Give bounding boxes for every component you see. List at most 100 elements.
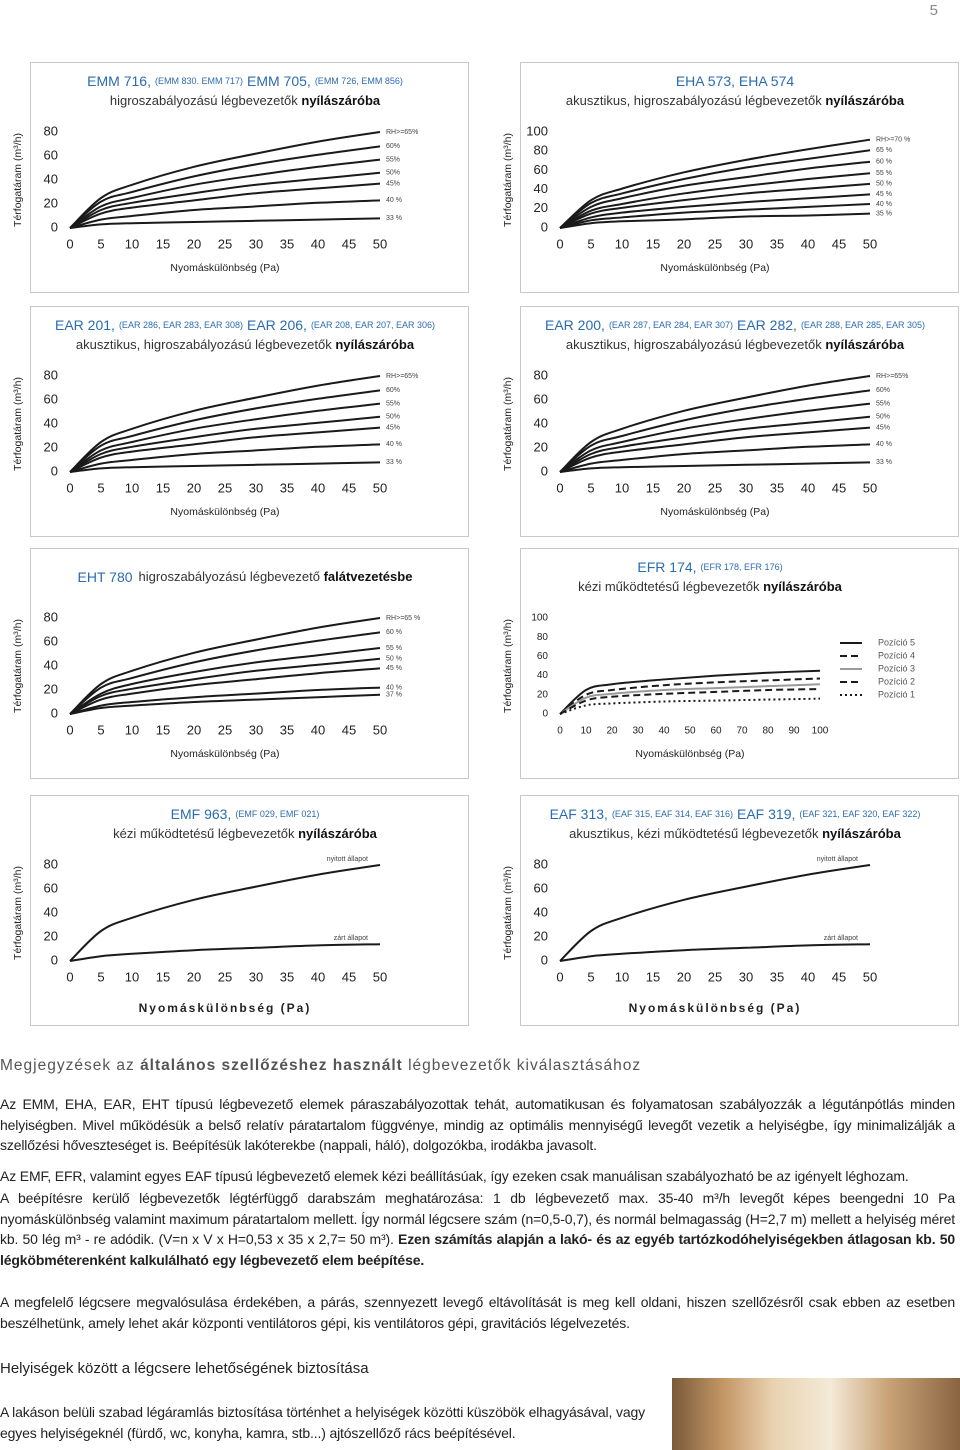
y-tick-label: 60: [44, 391, 58, 406]
y-tick-label: 40: [44, 415, 58, 430]
x-tick-label: 50: [863, 236, 877, 251]
x-tick-label: 45: [342, 969, 356, 984]
series-label: 45%: [386, 424, 400, 431]
paragraph: A beépítésre kerülő légbevezetők légtérf…: [0, 1188, 955, 1270]
photo: [672, 1378, 960, 1450]
x-tick-label: 45: [832, 236, 846, 251]
title-part: (EAF 321, EAF 320, EAF 322): [799, 809, 920, 819]
x-tick-label: 0: [556, 969, 563, 984]
series-line: [69, 864, 381, 962]
text-run: Ezen számítás alapján a lakó- és az egyé…: [0, 1231, 955, 1268]
x-tick-label: 40: [311, 480, 325, 495]
chart: EHT 780 higroszabályozású légbevezető fal…: [12, 548, 469, 779]
x-tick-label: 35: [770, 236, 784, 251]
x-axis-label: Nyomáskülönbség (Pa): [660, 506, 769, 518]
text-run: általános szellőzéshez használt: [140, 1057, 403, 1074]
x-tick-label: 60: [710, 726, 722, 737]
x-tick-label: 40: [311, 722, 325, 737]
title-part: (EAR 208, EAR 207, EAR 306): [311, 320, 435, 330]
series-line: [69, 943, 381, 962]
text-run: Az EMM, EHA, EAR, EHT típusú légbevezető…: [0, 1096, 955, 1154]
series-line: [559, 172, 871, 229]
title-part: EHT 780: [78, 569, 133, 585]
y-tick-label: 60: [44, 880, 58, 895]
x-axis-label: Nyomáskülönbség (Pa): [635, 748, 744, 760]
y-tick-label: 100: [531, 613, 548, 624]
y-tick-label: 0: [51, 219, 58, 234]
y-tick-label: 0: [541, 952, 548, 967]
title-part: EHA 573, EHA 574: [676, 73, 795, 89]
series-line: [559, 375, 871, 473]
panel-border: [520, 62, 959, 293]
paragraph: A lakáson belüli szabad légáramlás bizto…: [0, 1404, 645, 1441]
y-tick-label: 80: [44, 856, 58, 871]
series-label: 33 %: [386, 459, 402, 466]
series-line: [559, 402, 871, 473]
panel-border: [30, 795, 469, 1026]
series-label: 65 %: [876, 147, 892, 154]
chart-subtitle: higroszabályozású légbevezetők nyílászár…: [110, 93, 381, 108]
series-label: RH>=65 %: [386, 615, 420, 622]
series-line: [559, 688, 821, 715]
y-tick-label: 60: [44, 633, 58, 648]
x-tick-label: 0: [556, 480, 563, 495]
chart: EAF 313, (EAF 315, EAF 314, EAF 316) EAF 3…: [502, 795, 959, 1026]
x-tick-label: 30: [739, 236, 753, 251]
series-label: 37 %: [386, 692, 402, 699]
title-part: EAR 200,: [545, 317, 605, 333]
text-run: A megfelelő légcsere megvalósulása érdek…: [0, 1294, 955, 1331]
x-tick-label: 0: [556, 236, 563, 251]
x-tick-label: 5: [97, 722, 104, 737]
x-tick-label: 15: [156, 236, 170, 251]
chart-title: EFR 174, (EFR 178, EFR 176): [637, 559, 782, 575]
y-tick-label: 20: [44, 681, 58, 696]
series-label: 40 %: [386, 441, 402, 448]
series-label: 60 %: [386, 629, 402, 636]
x-tick-label: 40: [658, 726, 670, 737]
series-line: [69, 158, 381, 229]
paragraph: A megfelelő légcsere megvalósulása érdek…: [0, 1292, 955, 1333]
chart: EAR 200, (EAR 287, EAR 284, EAR 307) EAR 2…: [502, 306, 959, 537]
subtitle-part: kézi működtetésű légbevezetők: [113, 826, 298, 841]
text-run: Megjegyzések az: [0, 1057, 141, 1074]
legend-label: Pozíció 3: [878, 663, 915, 673]
series-label: 60%: [386, 387, 400, 394]
y-tick-label: 20: [534, 439, 548, 454]
y-tick-label: 40: [44, 657, 58, 672]
title-part: (EMM 726, EMM 856): [315, 76, 403, 86]
title-part: EAF 313,: [550, 806, 608, 822]
text-run: A beépítésre kerülő légbevezetők légtérf…: [0, 1190, 955, 1248]
x-tick-label: 20: [677, 969, 691, 984]
series-label: 45%: [876, 424, 890, 431]
y-tick-label: 60: [537, 651, 549, 662]
series-label: 55 %: [386, 645, 402, 652]
x-tick-label: 25: [218, 722, 232, 737]
chart: EMM 716, (EMM 830. EMM 717) EMM 705, (EMM 7…: [12, 62, 469, 293]
x-tick-label: 35: [770, 969, 784, 984]
y-axis-label: Térfogatáram (m³/h): [12, 133, 24, 227]
title-part: (EAR 286, EAR 283, EAR 308): [119, 320, 243, 330]
page-number: 5: [929, 2, 938, 19]
title-part: (EMF 029, EMF 021): [235, 809, 319, 819]
chart-title: EHA 573, EHA 574: [676, 73, 795, 89]
series-line: [69, 131, 381, 229]
panel-border: [30, 62, 469, 293]
x-tick-label: 50: [373, 480, 387, 495]
series-line: [559, 160, 871, 229]
chart: EMF 963, (EMF 029, EMF 021) kézi működteté…: [12, 795, 469, 1026]
subtitle-part: nyílászáróba: [298, 826, 378, 841]
x-tick-label: 15: [646, 236, 660, 251]
x-tick-label: 40: [801, 969, 815, 984]
legend-label: Pozíció 2: [878, 676, 915, 686]
series-line: [559, 193, 871, 229]
x-tick-label: 50: [373, 722, 387, 737]
x-tick-label: 30: [249, 236, 263, 251]
panel-border: [520, 795, 959, 1026]
x-tick-label: 5: [97, 236, 104, 251]
series-label: RH>=65%: [386, 129, 418, 136]
subtitle-part: nyílászáróba: [763, 579, 843, 594]
x-axis-label: Nyomáskülönbség (Pa): [170, 748, 279, 760]
text-run: légbevezetők kiválasztásához: [402, 1057, 642, 1074]
series-label: 60%: [876, 387, 890, 394]
title-part: EMM 716,: [87, 73, 151, 89]
